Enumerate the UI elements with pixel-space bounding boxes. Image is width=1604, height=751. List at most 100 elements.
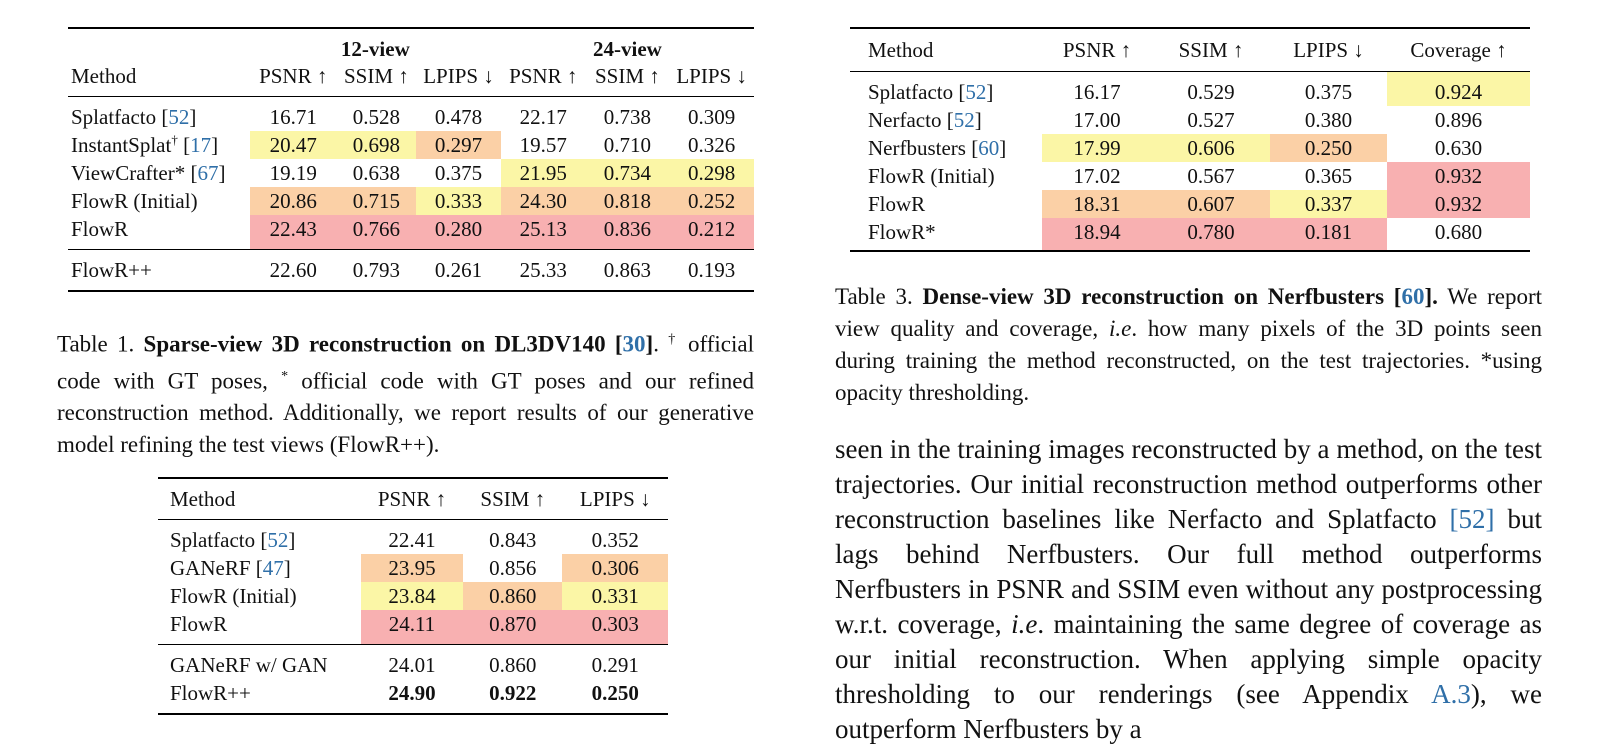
value-cell: 0.843 — [489, 527, 537, 552]
table-1-group-header-row: 12-view 24-view — [68, 28, 754, 62]
method-cell: FlowR* — [868, 219, 936, 244]
value-cell: 0.261 — [416, 249, 501, 291]
value-cell: 0.352 — [591, 527, 639, 552]
table-2-header-row: Method PSNR ↑ SSIM ↑ LPIPS ↓ — [158, 478, 668, 520]
value-cell: 0.303 — [562, 610, 668, 645]
value-cell: 0.780 — [1152, 218, 1270, 251]
value-cell: 0.527 — [1187, 107, 1235, 132]
value-cell: 0.375 — [434, 160, 483, 185]
value-cell: 0.250 — [591, 680, 639, 705]
value-cell: 0.380 — [1304, 107, 1353, 132]
value-cell: 0.922 — [489, 680, 537, 705]
method-cell: FlowR (Initial) — [868, 163, 995, 188]
value-cell: 0.896 — [1434, 107, 1483, 132]
value-cell: 16.17 — [1073, 79, 1121, 104]
table-row: FlowR (Initial) 20.86 0.715 0.333 24.30 … — [68, 187, 754, 215]
table-row: Splatfacto [52] 22.41 0.843 0.352 — [158, 520, 668, 555]
value-cell: 19.57 — [519, 132, 567, 157]
value-cell: 0.250 — [1270, 134, 1387, 162]
method-cell: FlowR — [170, 611, 228, 636]
method-cell: FlowR++ — [68, 249, 250, 291]
value-cell: 0.715 — [336, 187, 417, 215]
value-cell: 0.326 — [687, 132, 736, 157]
col-header: LPIPS ↓ — [669, 62, 754, 97]
table-row: Nerfacto [52] 17.00 0.527 0.380 0.896 — [850, 106, 1530, 134]
citation-link[interactable]: 60 — [1401, 284, 1425, 309]
col-header: LPIPS ↓ — [416, 62, 501, 97]
value-cell: 0.181 — [1270, 218, 1387, 251]
value-cell: 0.710 — [603, 132, 652, 157]
table-row: FlowR 22.43 0.766 0.280 25.13 0.836 0.21… — [68, 215, 754, 250]
col-header: PSNR ↑ — [360, 478, 464, 520]
method-header: Method — [68, 62, 250, 97]
citation-link[interactable]: 52 — [267, 527, 289, 552]
value-cell: 0.870 — [463, 610, 563, 645]
method-cell: InstantSplat† [17] — [71, 132, 219, 157]
table-row: FlowR 24.11 0.870 0.303 — [158, 610, 668, 645]
method-cell: FlowR (Initial) — [71, 188, 198, 213]
value-cell: 17.02 — [1073, 163, 1121, 188]
method-cell: FlowR++ — [170, 680, 251, 705]
value-cell: 0.291 — [562, 644, 668, 679]
value-cell: 0.212 — [669, 215, 754, 250]
table-1-header-row: Method PSNR ↑ SSIM ↑ LPIPS ↓ PSNR ↑ SSIM… — [68, 62, 754, 97]
table-row: FlowR++ 22.60 0.793 0.261 25.33 0.863 0.… — [68, 249, 754, 291]
citation-link[interactable]: 52 — [953, 107, 975, 132]
method-header: Method — [850, 28, 1042, 72]
citation-link[interactable]: 52 — [965, 79, 987, 104]
col-header: PSNR ↑ — [1042, 28, 1152, 72]
value-cell: 0.298 — [669, 159, 754, 187]
appendix-link[interactable]: A.3 — [1431, 679, 1471, 709]
value-cell: 0.309 — [687, 104, 736, 129]
value-cell: 21.95 — [500, 159, 586, 187]
value-cell: 0.607 — [1152, 190, 1270, 218]
table-3-caption: Table 3. Dense-view 3D reconstruction on… — [835, 284, 1542, 405]
col-header: SSIM ↑ — [336, 62, 417, 97]
value-cell: 25.33 — [500, 249, 586, 291]
col-header: Coverage ↑ — [1387, 28, 1530, 72]
citation-link[interactable]: 52 — [168, 104, 190, 129]
citation-link[interactable]: 67 — [197, 160, 219, 185]
table-3-header-row: Method PSNR ↑ SSIM ↑ LPIPS ↓ Coverage ↑ — [850, 28, 1530, 72]
col-header: SSIM ↑ — [1152, 28, 1270, 72]
value-cell: 0.606 — [1152, 134, 1270, 162]
value-cell: 23.84 — [360, 582, 464, 610]
table-row: FlowR 18.31 0.607 0.337 0.932 — [850, 190, 1530, 218]
group-header-12-view: 12-view — [340, 37, 410, 61]
value-cell: 0.924 — [1387, 71, 1530, 106]
value-cell: 0.365 — [1304, 163, 1353, 188]
col-header: LPIPS ↓ — [1270, 28, 1387, 72]
value-cell: 0.738 — [603, 104, 652, 129]
table-row: Splatfacto [52] 16.17 0.529 0.375 0.924 — [850, 71, 1530, 106]
citation-link[interactable]: 30 — [622, 331, 646, 357]
col-header: LPIPS ↓ — [562, 478, 668, 520]
method-cell: FlowR (Initial) — [170, 583, 297, 608]
table-3: Method PSNR ↑ SSIM ↑ LPIPS ↓ Coverage ↑ … — [850, 27, 1530, 252]
method-cell: Splatfacto [52] — [868, 79, 994, 104]
value-cell: 18.94 — [1042, 218, 1152, 251]
value-cell: 0.836 — [585, 215, 670, 250]
value-cell: 0.638 — [352, 160, 400, 185]
table-row: GANeRF w/ GAN 24.01 0.860 0.291 — [158, 644, 668, 679]
body-paragraph: seen in the training images reconstructe… — [835, 434, 1542, 744]
value-cell: 0.766 — [336, 215, 417, 250]
value-cell: 0.193 — [669, 249, 754, 291]
col-header: PSNR ↑ — [249, 62, 337, 97]
value-cell: 17.00 — [1073, 107, 1121, 132]
value-cell: 0.252 — [669, 187, 754, 215]
citation-link[interactable]: 60 — [978, 135, 1000, 160]
method-cell: Nerfacto [52] — [868, 107, 982, 132]
table-1-caption: Table 1. Sparse-view 3D reconstruction o… — [57, 331, 755, 458]
citation-link[interactable]: [52] — [1449, 504, 1495, 534]
value-cell: 19.19 — [269, 160, 317, 185]
value-cell: 24.90 — [388, 680, 436, 705]
table-row: GANeRF [47] 23.95 0.856 0.306 — [158, 554, 668, 582]
citation-link[interactable]: 17 — [190, 133, 212, 157]
method-cell: Splatfacto [52] — [170, 527, 296, 552]
citation-link[interactable]: 47 — [262, 555, 284, 580]
method-cell: GANeRF w/ GAN — [158, 644, 361, 679]
value-cell: 22.17 — [519, 104, 567, 129]
value-cell: 0.478 — [434, 104, 483, 129]
value-cell: 0.680 — [1434, 219, 1483, 244]
col-header: SSIM ↑ — [585, 62, 670, 97]
